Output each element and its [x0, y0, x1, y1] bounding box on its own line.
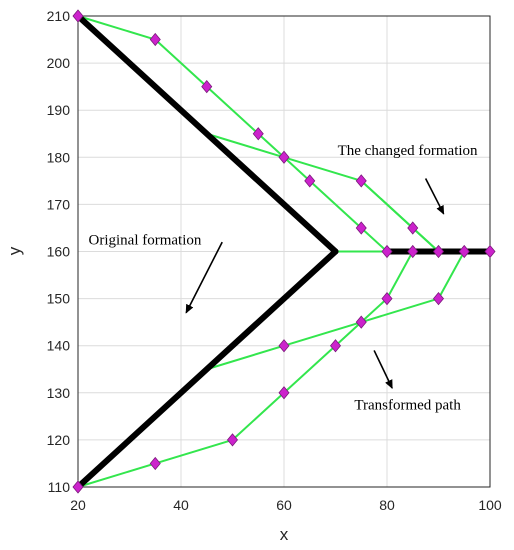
data-point	[278, 386, 290, 400]
y-tick-label: 130	[47, 385, 71, 401]
annotation-label: Transformed path	[354, 397, 461, 413]
x-tick-label: 100	[478, 497, 502, 513]
data-point	[432, 291, 445, 306]
data-point	[458, 244, 470, 259]
y-tick-label: 190	[47, 102, 71, 118]
data-point	[149, 456, 161, 471]
data-point	[355, 315, 367, 329]
ticks: 20 40 60 80 100 110 120 130 140 150 160 170 180 190 20…	[47, 8, 502, 513]
annotations: The changed formation Original formation T…	[89, 143, 479, 413]
data-point	[72, 9, 84, 23]
annotation-arrow	[373, 350, 393, 389]
y-axis-label: y	[5, 246, 24, 255]
y-tick-label: 200	[47, 55, 71, 71]
y-tick-label: 120	[47, 432, 71, 448]
x-tick-label: 80	[379, 497, 395, 513]
y-tick-label: 150	[47, 291, 71, 307]
data-point	[432, 244, 445, 259]
markers	[72, 9, 496, 494]
data-point	[407, 244, 419, 259]
y-tick-label: 170	[47, 196, 71, 212]
data-point	[226, 433, 239, 447]
data-point	[355, 221, 367, 235]
data-point	[149, 32, 161, 47]
annotation-arrow	[185, 241, 223, 314]
y-tick-label: 110	[48, 479, 71, 495]
y-tick-label: 210	[47, 8, 71, 24]
x-tick-label: 40	[173, 497, 189, 513]
x-axis-label: x	[280, 525, 289, 544]
annotation-arrow	[424, 178, 445, 215]
transformed-path-line	[77, 251, 414, 488]
data-point	[252, 127, 264, 141]
formation-line	[75, 248, 339, 490]
y-tick-label: 140	[47, 338, 71, 354]
y-tick-label: 180	[47, 149, 71, 165]
data-point	[355, 174, 367, 188]
data-point	[278, 150, 290, 164]
data-point	[484, 244, 496, 259]
data-point	[304, 174, 316, 188]
data-point	[407, 221, 419, 235]
formation-line	[75, 13, 339, 255]
data-point	[381, 244, 393, 259]
annotation-label: Original formation	[89, 232, 202, 248]
x-tick-label: 60	[276, 497, 292, 513]
data-point	[72, 480, 84, 494]
y-tick-label: 160	[47, 244, 71, 260]
annotation-label: The changed formation	[338, 143, 478, 159]
data-point	[329, 339, 342, 353]
data-point	[278, 339, 290, 353]
x-tick-label: 20	[70, 497, 86, 513]
data-point	[201, 80, 213, 94]
data-point	[381, 291, 393, 306]
